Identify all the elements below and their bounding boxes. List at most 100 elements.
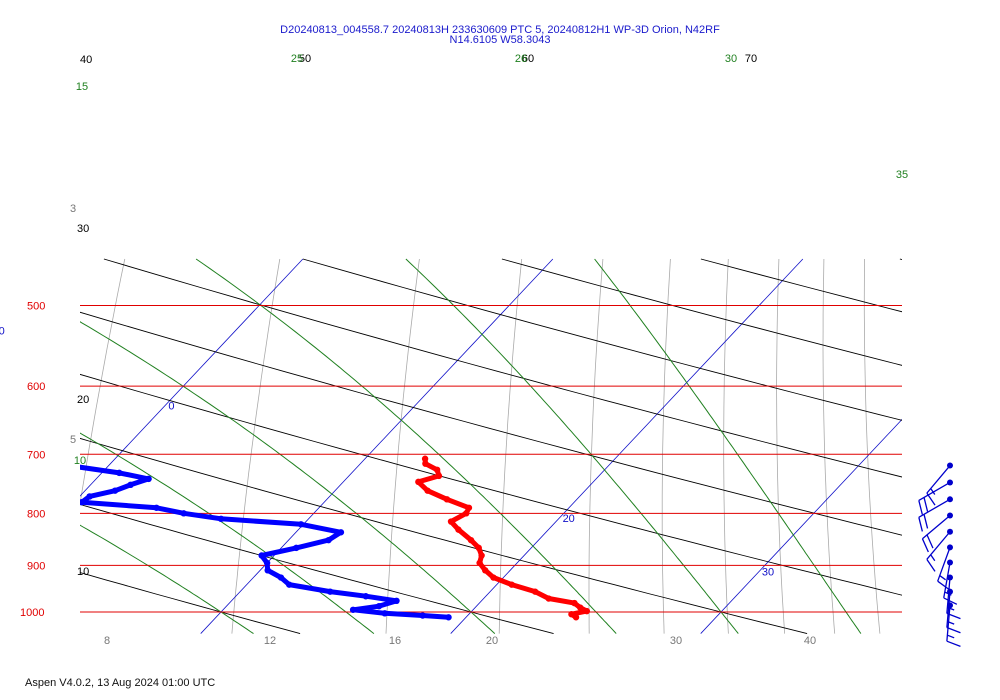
- mixing-ratio-line: [498, 258, 523, 634]
- mixing-ratio-line: [822, 258, 836, 634]
- mixing-ratio-line: [863, 258, 881, 634]
- dewpoint-profile: [59, 459, 452, 621]
- wind-barb: [926, 528, 953, 572]
- pressure-tick-label: 500: [27, 301, 45, 313]
- mixing-ratio-line: [723, 258, 729, 634]
- dewpoint-point: [263, 559, 271, 567]
- temperature-tick-label: 40: [804, 635, 816, 647]
- moist-adiabat-lines: [80, 258, 862, 635]
- temperature-point: [467, 536, 475, 544]
- temperature-point: [463, 510, 470, 517]
- moist-adiabat-line: [195, 258, 617, 634]
- moist-adiabat-line: [405, 258, 739, 634]
- mixing-ratio-line: [80, 258, 126, 507]
- isotherm-line: [0, 259, 53, 634]
- temperature-point: [572, 614, 580, 621]
- dry-adiabat-line: [80, 572, 301, 635]
- mixing-ratio-line: [776, 258, 785, 634]
- wind-barb: [926, 462, 953, 506]
- dry-adiabat-label: 40: [80, 54, 92, 66]
- isotherm-line: [450, 258, 804, 634]
- moist-adiabat-line: [80, 321, 496, 634]
- temperature-tick-label: 16: [389, 635, 401, 647]
- temperature-tick-label: 12: [264, 635, 276, 647]
- dry-adiabat-label: 70: [745, 53, 757, 65]
- dewpoint-point: [80, 498, 85, 506]
- mixing-ratio-line: [588, 258, 604, 634]
- wind-barb: [946, 602, 961, 647]
- dry-adiabat-lines: [80, 258, 902, 635]
- temperature-point: [422, 460, 429, 467]
- temperature-point: [415, 478, 422, 486]
- mixing-ratio-lines: [80, 258, 881, 634]
- pressure-tick-label: 1000: [20, 607, 44, 619]
- dewpoint-point: [293, 544, 300, 552]
- temperature-point: [465, 504, 473, 511]
- footer-version: Aspen V4.0.2, 13 Aug 2024 01:00 UTC: [25, 677, 216, 689]
- dewpoint-point: [217, 515, 225, 523]
- dewpoint-point: [111, 487, 119, 494]
- moist-adiabat-line: [594, 258, 862, 634]
- temperature-point: [576, 604, 584, 611]
- dewpoint-point: [297, 521, 305, 528]
- dewpoint-point: [325, 536, 332, 544]
- dewpoint-point: [277, 574, 285, 581]
- dry-adiabat-line: [80, 311, 902, 536]
- temperature-point: [545, 595, 552, 602]
- temperature-point: [424, 487, 431, 494]
- chart-title: D20240813_004558.7 20240813H 233630609 P…: [280, 24, 720, 36]
- temperature-point: [571, 599, 578, 607]
- dry-adiabat-label: 60: [522, 53, 534, 65]
- isobar-lines: [80, 305, 902, 613]
- wind-barbs: [918, 462, 961, 647]
- temperature-tick-label: 30: [670, 635, 682, 647]
- dewpoint-point: [180, 510, 187, 517]
- temperature-point: [447, 518, 455, 525]
- dry-adiabat-line: [501, 258, 902, 366]
- isotherm-lines: [0, 258, 902, 634]
- wind-barb: [943, 559, 958, 605]
- dewpoint-point: [127, 481, 134, 489]
- dry-adiabat-line: [302, 258, 902, 421]
- moist-adiabat-label: 25: [291, 53, 303, 65]
- axis-labels: 500 600 700 800 900 1000 -10 0 20 30 8 12 16 20 30 40 40…: [0, 53, 908, 647]
- dry-adiabat-label: 10: [77, 566, 89, 578]
- mixing-ratio-line: [231, 258, 281, 634]
- pressure-tick-label: 900: [27, 560, 45, 572]
- mixing-ratio-line: [661, 258, 671, 634]
- dewpoint-point: [286, 581, 293, 588]
- wind-barb: [946, 588, 961, 634]
- dewpoint-point: [393, 597, 400, 605]
- dry-adiabat-line: [103, 258, 902, 478]
- dewpoint-point: [86, 493, 93, 500]
- dewpoint-point: [362, 593, 370, 600]
- temperature-tick-label: 8: [104, 635, 110, 647]
- dry-adiabat-label: 50: [299, 53, 311, 65]
- dewpoint-point: [445, 614, 452, 621]
- dewpoint-point: [258, 552, 265, 559]
- temperature-point: [421, 455, 429, 462]
- dewpoint-point: [59, 459, 65, 465]
- moist-adiabat-label: 10: [74, 455, 86, 467]
- dewpoint-point: [419, 612, 426, 619]
- temperature-point: [481, 567, 489, 574]
- temperature-point: [443, 496, 451, 503]
- dry-adiabat-line: [80, 503, 554, 635]
- temperature-point: [455, 526, 462, 533]
- mixing-ratio-label: 3: [70, 203, 76, 215]
- temperature-point: [433, 466, 441, 474]
- moist-adiabat-line: [80, 432, 375, 634]
- temperature-point: [531, 588, 539, 595]
- wind-barb: [918, 479, 953, 515]
- dewpoint-point: [381, 610, 388, 617]
- wind-barb: [918, 496, 953, 532]
- wind-barb: [937, 544, 953, 591]
- isotherm-line: [200, 258, 554, 634]
- temperature-point: [478, 552, 485, 559]
- temperature-point: [568, 611, 575, 618]
- wind-barb: [921, 512, 953, 553]
- temperature-point: [435, 472, 443, 480]
- moist-adiabat-label: 15: [76, 81, 88, 93]
- temperature-profile: [415, 455, 591, 621]
